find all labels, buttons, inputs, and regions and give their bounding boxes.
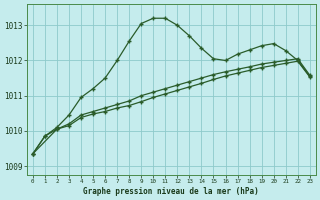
X-axis label: Graphe pression niveau de la mer (hPa): Graphe pression niveau de la mer (hPa) xyxy=(84,187,259,196)
